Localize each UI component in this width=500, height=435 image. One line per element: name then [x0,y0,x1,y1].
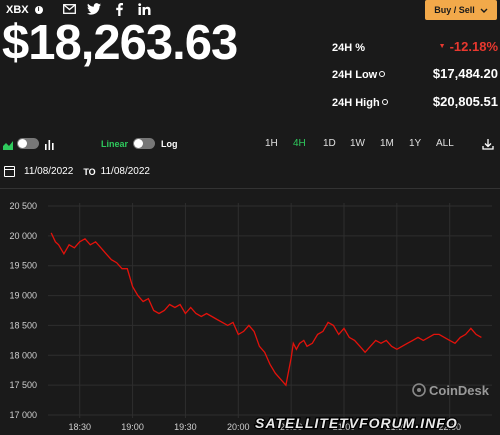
divider [0,188,500,189]
range-1m[interactable]: 1M [380,138,394,149]
y-tick-label: 20 500 [9,201,37,211]
stat-change-value: -12.18% [449,39,498,54]
ticker-symbol: XBX [6,4,29,16]
y-tick-label: 17 000 [9,410,37,420]
date-to[interactable]: 11/08/2022 [100,166,150,177]
info-icon[interactable]: i [34,6,43,14]
price-value: $18,263.63 [2,16,238,70]
range-1y[interactable]: 1Y [409,138,422,149]
x-tick-label: 18:30 [68,422,91,432]
info-ring-icon[interactable] [379,71,386,77]
chart-controls: Linear Log 1H 4H 1D 1W 1M 1Y ALL [0,136,500,154]
x-tick-label: 21:00 [333,422,356,432]
y-axis: 17 000 17 500 18 000 18 500 19 000 19 500 20 0… [9,201,37,420]
stat-low-label: 24H Low [332,69,378,81]
share-bar [62,2,151,16]
x-tick-label: 19:00 [121,422,144,432]
x-tick-label: 21:30 [386,422,409,432]
ticker-label: XBX i [6,4,43,16]
chart-grid [48,203,492,418]
calendar-icon[interactable] [4,166,15,177]
y-tick-label: 18 000 [9,350,37,360]
stat-low: 24H Low $17,484.20 [332,66,498,81]
range-1h[interactable]: 1H [265,138,278,149]
download-icon[interactable] [482,137,494,155]
y-tick-label: 17 500 [9,380,37,390]
linkedin-icon[interactable] [137,2,151,16]
buy-sell-label: Buy / Sell [434,5,475,15]
date-to-label: TO [83,166,96,177]
y-tick-label: 20 000 [9,231,37,241]
toggle-knob [18,139,27,148]
stat-change-label: 24H % [332,42,366,54]
linear-label[interactable]: Linear [101,139,129,149]
scale-toggle[interactable] [133,138,155,149]
buy-sell-button[interactable]: Buy / Sell [425,0,497,20]
stat-high: 24H High $20,805.51 [332,94,498,109]
x-tick-label: 20:30 [280,422,303,432]
x-tick-label: 22:00 [438,422,461,432]
twitter-icon[interactable] [87,2,101,16]
toggle-knob [134,139,143,148]
range-1d[interactable]: 1D [323,138,336,149]
stat-change: 24H % ▼ -12.18% [332,38,498,56]
y-tick-label: 19 500 [9,261,37,271]
facebook-icon[interactable] [112,2,126,16]
range-4h[interactable]: 4H [293,138,306,149]
coindesk-logo: CoinDesk [412,383,490,398]
x-tick-label: 19:30 [174,422,197,432]
range-all[interactable]: ALL [436,138,454,149]
stat-high-value: $20,805.51 [432,94,498,109]
site-watermark: SATELLITETVFORUM.INFO [255,415,458,431]
price-line [50,232,482,387]
x-axis: 18:30 19:00 19:30 20:00 20:30 21:00 21:30 22:00 [68,422,461,432]
log-label[interactable]: Log [161,139,178,149]
price-chart[interactable]: 17 000 17 500 18 000 18 500 19 000 19 500 20 0… [0,195,500,435]
date-from[interactable]: 11/08/2022 [24,166,74,177]
range-1w[interactable]: 1W [350,138,365,149]
x-tick-label: 20:00 [227,422,250,432]
chart-type-toggle[interactable] [17,138,39,149]
coindesk-text: CoinDesk [429,383,490,398]
mail-icon[interactable] [62,2,76,16]
bar-chart-icon[interactable] [45,137,54,155]
info-ring-icon[interactable] [381,99,388,105]
stat-high-label: 24H High [332,97,380,109]
down-arrow-icon: ▼ [438,43,446,50]
y-tick-label: 18 500 [9,320,37,330]
stat-low-value: $17,484.20 [432,66,498,81]
chevron-down-icon [480,5,488,15]
y-tick-label: 19 000 [9,291,37,301]
date-range: 11/08/2022 TO 11/08/2022 [4,166,150,177]
area-chart-icon[interactable] [3,137,13,155]
